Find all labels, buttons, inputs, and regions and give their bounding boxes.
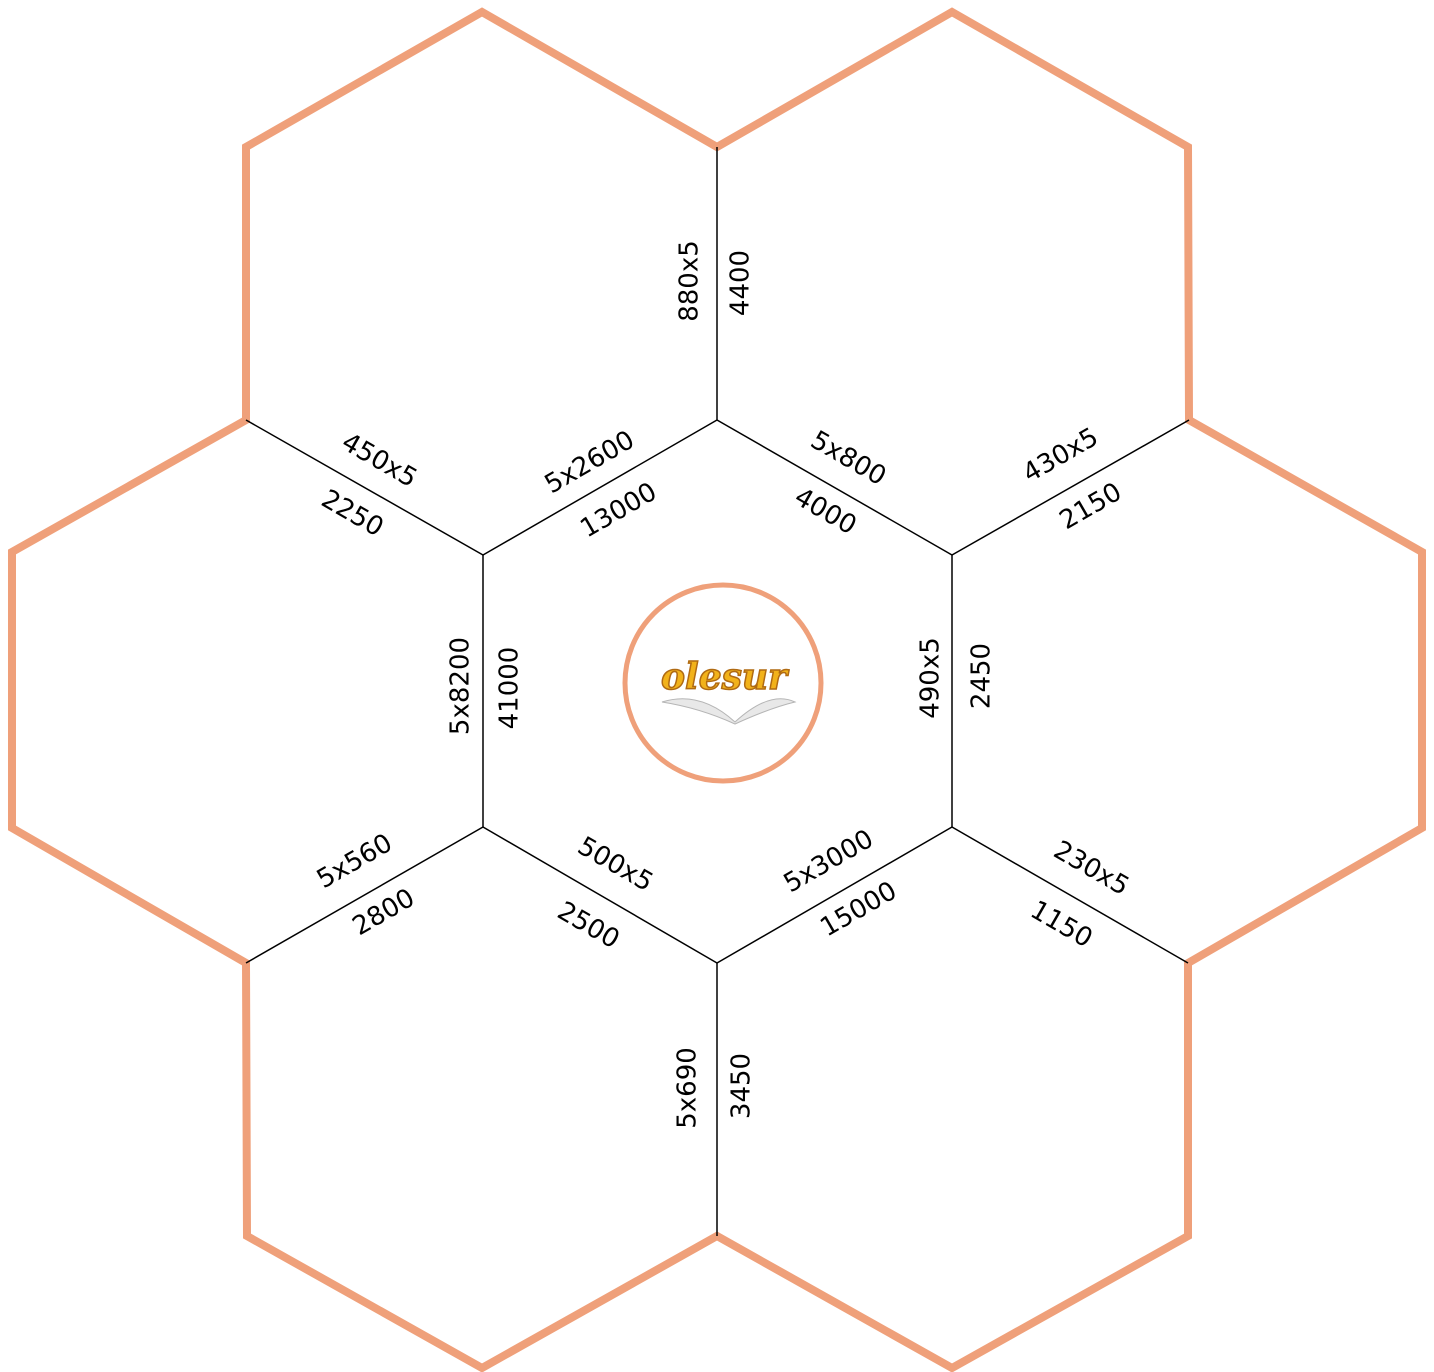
edge-bottom-label-b: 3450 bbox=[727, 1053, 757, 1119]
edge-lower-right-inner-label-b: 15000 bbox=[815, 876, 902, 943]
edge-line-upper-left-inner bbox=[482, 419, 718, 556]
edge-top-label-b: 4400 bbox=[726, 250, 756, 316]
logo-swoosh-icon bbox=[661, 698, 797, 725]
edge-line-upper-left-outer bbox=[245, 419, 484, 556]
edge-upper-left-outer-label-a: 450x5 bbox=[336, 427, 422, 494]
edge-left-label-a: 5x8200 bbox=[446, 637, 476, 735]
outer-outline-path bbox=[7, 7, 1426, 1372]
edge-upper-left-inner-label-b: 13000 bbox=[575, 477, 662, 544]
edge-lower-right-inner-label-a: 5x3000 bbox=[779, 824, 879, 899]
edge-line-upper-right-outer bbox=[951, 419, 1190, 556]
edge-upper-right-outer-label-a: 430x5 bbox=[1018, 422, 1104, 489]
edge-right-label-a: 490x5 bbox=[916, 637, 946, 719]
edge-top-label-a: 880x5 bbox=[675, 240, 705, 322]
edge-left-label-b: 41000 bbox=[495, 647, 525, 730]
edge-upper-right-inner-label-b: 4000 bbox=[789, 482, 861, 541]
edge-right-label-b: 2450 bbox=[967, 643, 997, 709]
edge-lower-left-outer-label-a: 5x560 bbox=[312, 828, 398, 895]
edge-upper-right-inner-label-a: 5x800 bbox=[805, 425, 891, 492]
edge-lines bbox=[245, 147, 1190, 1236]
logo-circle bbox=[622, 582, 824, 784]
logo-text: olesur bbox=[661, 656, 790, 698]
edge-line-lower-right-outer bbox=[951, 826, 1189, 964]
edge-line-lower-left-outer bbox=[245, 826, 484, 964]
edge-lower-right-outer-label-a: 230x5 bbox=[1048, 835, 1134, 902]
edge-lower-left-inner-label-a: 500x5 bbox=[572, 831, 658, 898]
edge-lower-left-inner-label-b: 2500 bbox=[552, 896, 624, 955]
edge-upper-right-outer-label-b: 2150 bbox=[1055, 477, 1127, 536]
edge-line-lower-right-inner bbox=[716, 826, 953, 964]
edge-bottom-label-a: 5x690 bbox=[673, 1047, 703, 1129]
edge-line-lower-left-inner bbox=[482, 826, 718, 964]
outer-hexagon-outline bbox=[7, 7, 1426, 1372]
edge-upper-left-outer-label-b: 2250 bbox=[316, 484, 388, 543]
center-logo: olesur bbox=[622, 582, 824, 784]
edge-lower-left-outer-label-b: 2800 bbox=[348, 883, 420, 942]
edge-line-upper-right-inner bbox=[716, 419, 953, 556]
